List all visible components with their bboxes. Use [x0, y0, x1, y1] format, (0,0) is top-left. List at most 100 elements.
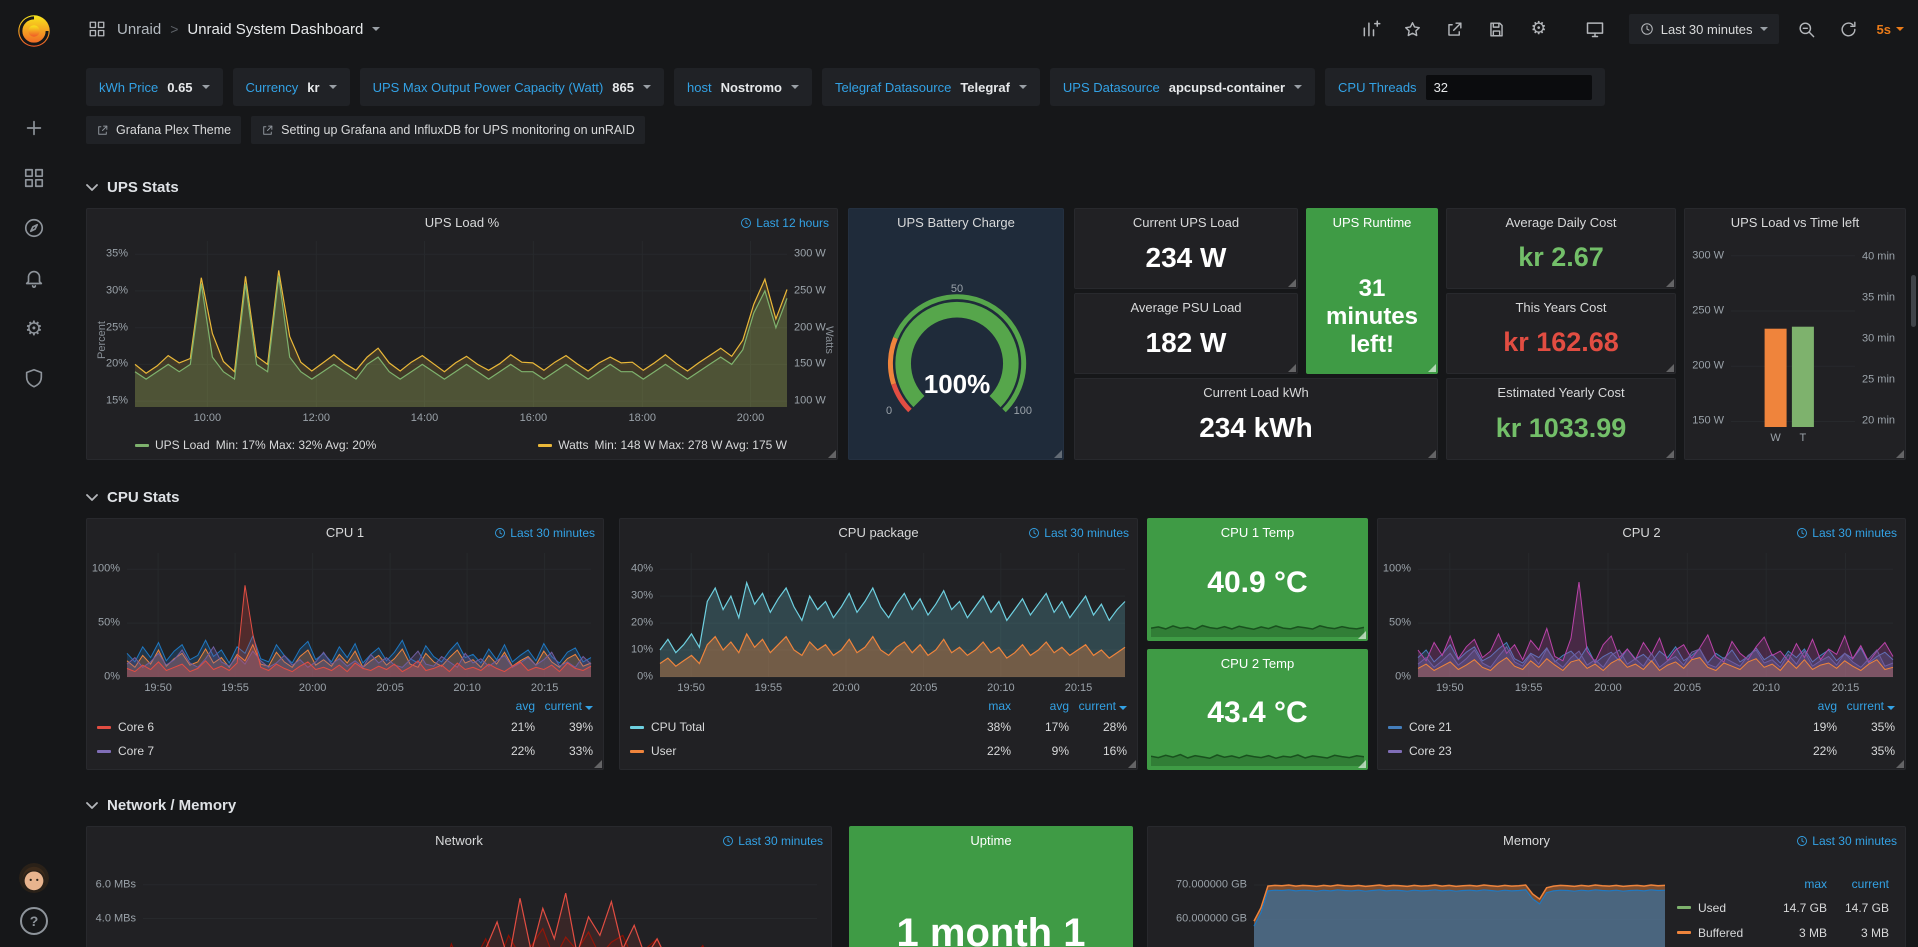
legend-item[interactable]: CPU Total 38% 17% 28%: [630, 715, 1127, 739]
legend-series-name: Core 7: [118, 744, 155, 758]
grafana-logo-icon[interactable]: [13, 10, 55, 52]
axis-tick-label: 20%: [105, 357, 128, 370]
cpu-package-chart[interactable]: 40% 30% 20% 10% 0% 19:50 19:55 20:00 20:05 20:10 2…: [631, 553, 1126, 694]
alerting-bell-icon[interactable]: [22, 266, 46, 290]
star-button[interactable]: [1399, 15, 1427, 43]
legend-col-current[interactable]: current: [535, 699, 593, 713]
panel-title[interactable]: Estimated Yearly Cost: [1497, 385, 1625, 400]
variable-dropdown[interactable]: kWh Price 0.65: [86, 68, 223, 106]
help-icon[interactable]: ?: [20, 907, 48, 935]
cpu-stats-row: CPU 1 Last 30 minutes 100% 50% 0% 19:50 19:5…: [86, 518, 1906, 770]
breadcrumb-folder[interactable]: Unraid: [117, 20, 162, 38]
panel-title[interactable]: Current Load kWh: [1203, 385, 1309, 400]
dashboards-icon[interactable]: [22, 166, 46, 190]
panel-title[interactable]: Memory: [1503, 833, 1550, 848]
stat-value: kr 1033.99: [1495, 412, 1627, 443]
legend-col-max[interactable]: max: [988, 699, 1011, 713]
panel-time-override[interactable]: Last 30 minutes: [1796, 834, 1897, 848]
ups-bars-chart[interactable]: 300 W 250 W 200 W 150 W 40 min 35 min 30 min 25…: [1692, 247, 1895, 444]
dashboard-settings-button[interactable]: ⚙: [1530, 18, 1547, 39]
panel-cpu1-temp: CPU 1 Temp 40.9 °C: [1147, 518, 1368, 641]
legend-rows: Core 21 19% 35% Core 23 22% 35%: [1388, 715, 1895, 763]
cpu1-chart[interactable]: 100% 50% 0% 19:50 19:55 20:00 20:05 20:10 20:15: [92, 553, 592, 694]
legend-item[interactable]: Core 21 19% 35%: [1388, 715, 1895, 739]
time-range-picker[interactable]: Last 30 minutes: [1628, 14, 1779, 44]
legend-item[interactable]: Core 7 22% 33%: [97, 739, 593, 763]
temp-value: 43.4 °C: [1207, 695, 1308, 729]
legend-item[interactable]: Core 23 22% 35%: [1388, 739, 1895, 763]
legend-item[interactable]: Watts Min: 148 W Max: 278 W Avg: 175 W: [538, 438, 787, 452]
panel-time-override[interactable]: Last 30 minutes: [1796, 526, 1897, 540]
variable-dropdown[interactable]: host Nostromo: [674, 68, 812, 106]
panel-title[interactable]: UPS Load %: [424, 215, 500, 230]
panel-title[interactable]: This Years Cost: [1515, 300, 1607, 315]
panel-time-override[interactable]: Last 30 minutes: [722, 834, 823, 848]
section-cpu-stats[interactable]: CPU Stats: [86, 486, 180, 508]
legend-col-avg[interactable]: avg: [515, 699, 535, 713]
panel-title[interactable]: UPS Load vs Time left: [1730, 215, 1860, 230]
panel-title[interactable]: UPS Battery Charge: [897, 215, 1015, 230]
cpu-threads-input[interactable]: [1425, 74, 1592, 100]
legend-item[interactable]: User 22% 9% 16%: [630, 739, 1127, 763]
panel-title[interactable]: Network: [435, 833, 483, 848]
page-scrollbar[interactable]: [1911, 275, 1916, 327]
legend-item[interactable]: UPS Load Min: 17% Max: 32% Avg: 20%: [135, 438, 376, 452]
refresh-button[interactable]: [1835, 15, 1863, 43]
panel-title[interactable]: CPU 1: [325, 525, 365, 540]
breadcrumb-dashboard-title[interactable]: Unraid System Dashboard: [187, 20, 364, 38]
legend-item[interactable]: Used 14.7 GB 14.7 GB: [1677, 895, 1889, 920]
zoom-out-button[interactable]: [1793, 15, 1821, 43]
legend-item[interactable]: Buffered 3 MB 3 MB: [1677, 920, 1889, 945]
legend-col-max[interactable]: max: [1804, 877, 1827, 891]
variable-dropdown[interactable]: UPS Max Output Power Capacity (Watt) 865: [359, 68, 664, 106]
cycle-view-tv-button[interactable]: [1581, 15, 1609, 43]
legend-col-current[interactable]: current: [1069, 699, 1127, 713]
axis-tick-label: 20 min: [1862, 414, 1896, 427]
explore-compass-icon[interactable]: [22, 216, 46, 240]
server-admin-shield-icon[interactable]: [22, 366, 46, 390]
legend-col-current[interactable]: current: [1837, 699, 1895, 713]
panel-title[interactable]: CPU 2: [1622, 525, 1661, 540]
panel-title[interactable]: UPS Runtime: [1332, 215, 1412, 230]
dashboard-link[interactable]: Grafana Plex Theme: [86, 116, 242, 144]
sidebar-menu: ⚙: [22, 116, 46, 390]
panel-title[interactable]: CPU 2 Temp: [1220, 656, 1295, 671]
dashboard-caret-icon[interactable]: [372, 27, 381, 31]
user-avatar[interactable]: [19, 863, 49, 893]
variable-dropdown[interactable]: Telegraf Datasource Telegraf: [821, 68, 1040, 106]
legend-col-avg[interactable]: avg: [1049, 699, 1069, 713]
variable-dropdown[interactable]: Currency kr: [232, 68, 350, 106]
legend-col-current[interactable]: current: [1851, 877, 1889, 891]
variable-dropdown[interactable]: UPS Datasource apcupsd-container: [1049, 68, 1316, 106]
legend-item[interactable]: Core 6 21% 39%: [97, 715, 593, 739]
save-button[interactable]: [1483, 15, 1511, 43]
panel-time-override[interactable]: Last 12 hours: [740, 216, 829, 230]
axis-tick-label: 19:55: [1514, 682, 1543, 694]
panel-title[interactable]: Uptime: [970, 833, 1012, 848]
dashboard-link[interactable]: Setting up Grafana and InfluxDB for UPS …: [251, 116, 645, 144]
panel-title[interactable]: Average PSU Load: [1130, 300, 1242, 315]
dashboard-link-label: Setting up Grafana and InfluxDB for UPS …: [281, 123, 635, 137]
panel-time-override[interactable]: Last 30 minutes: [494, 526, 595, 540]
panel-title[interactable]: Average Daily Cost: [1505, 215, 1617, 230]
section-network-memory[interactable]: Network / Memory: [86, 794, 236, 816]
legend-col-avg[interactable]: avg: [1817, 699, 1837, 713]
ups-load-chart[interactable]: 35% 30% 25% 20% 15% 300 W 250 W 200 W 150 W 100 W…: [106, 241, 826, 424]
panel-title[interactable]: CPU 1 Temp: [1220, 525, 1295, 540]
configuration-gear-icon[interactable]: ⚙: [25, 316, 43, 340]
apps-grid-icon[interactable]: [86, 18, 108, 40]
cpu2-chart[interactable]: 100% 50% 0% 19:50 19:55 20:00 20:05 20:10 20:15: [1383, 553, 1894, 694]
axis-tick-label: 20:15: [530, 682, 559, 694]
create-plus-icon[interactable]: [22, 116, 46, 140]
add-panel-button[interactable]: [1357, 15, 1385, 43]
panel-title[interactable]: CPU package: [838, 525, 919, 540]
section-ups-stats[interactable]: UPS Stats: [86, 176, 179, 198]
panel-title[interactable]: Current UPS Load: [1132, 215, 1240, 230]
panel-time-override[interactable]: Last 30 minutes: [1028, 526, 1129, 540]
refresh-interval-picker[interactable]: 5s: [1877, 22, 1904, 37]
panel-ups-runtime: UPS Runtime 31 minutes left!: [1306, 208, 1438, 374]
share-button[interactable]: [1441, 15, 1469, 43]
